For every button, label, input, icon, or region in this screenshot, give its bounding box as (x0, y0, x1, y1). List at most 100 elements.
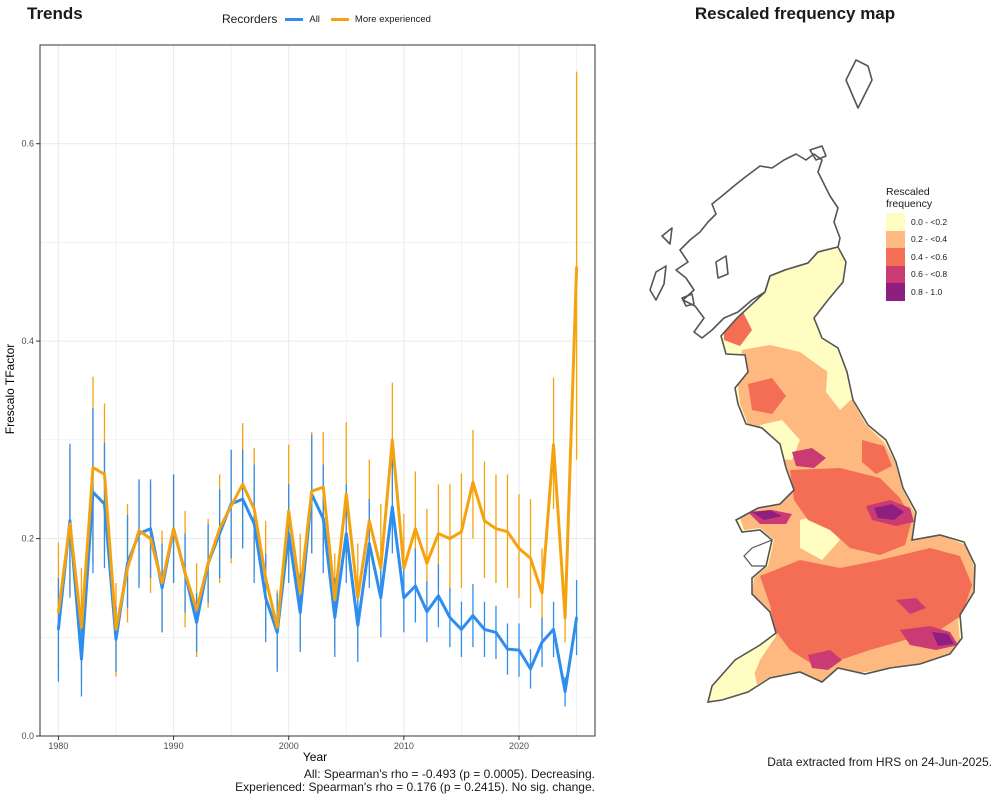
point-all (264, 596, 267, 599)
point-more-experienced (80, 626, 83, 629)
map-legend-swatch (886, 248, 905, 266)
map-legend-title-line-1: Rescaled (886, 186, 930, 198)
point-more-experienced (460, 530, 463, 533)
map-legend-rows: 0.0 - <0.2 0.2 - <0.4 0.4 - <0.6 0.6 - <0.8… (886, 213, 947, 301)
point-more-experienced (506, 530, 509, 533)
point-all (425, 610, 429, 613)
point-more-experienced (563, 616, 567, 619)
point-all (437, 594, 440, 598)
point-more-experienced (310, 489, 313, 493)
point-more-experienced (68, 522, 72, 525)
point-more-experienced (229, 504, 233, 508)
source-note: Data extracted from HRS on 24-Jun-2025. (767, 755, 992, 769)
point-more-experienced (368, 519, 371, 523)
point-more-experienced (333, 598, 336, 601)
stat-experienced: Experienced: Spearman's rho = 0.176 (p =… (235, 780, 595, 794)
point-all (506, 647, 509, 651)
point-more-experienced (552, 443, 555, 446)
frequency-map (649, 59, 976, 703)
point-all (252, 522, 256, 525)
trend-chart: 1980 1990 2000 2010 2020 0.0 0.2 0.4 0.6 Year Fr… (3, 44, 596, 764)
legend-key-more-experienced (330, 17, 349, 21)
map-legend-label: 0.0 - <0.2 (911, 216, 948, 227)
point-all (275, 631, 279, 634)
point-more-experienced (437, 532, 440, 535)
point-more-experienced (195, 608, 198, 611)
map-legend-row: 0.8 - 1.0 (886, 283, 947, 301)
map-blob-12 (792, 448, 826, 468)
point-more-experienced (183, 571, 187, 575)
point-more-experienced (149, 537, 152, 540)
panel-border (39, 44, 596, 737)
point-more-experienced (252, 507, 256, 511)
point-all (345, 532, 348, 535)
point-all (80, 657, 83, 661)
point-all (552, 628, 555, 631)
point-all (529, 667, 532, 671)
y-tick-label: 0.6 (21, 139, 34, 149)
y-tick-label: 0.2 (21, 534, 34, 544)
stat-all: All: Spearman's rho = -0.493 (p = 0.0005… (303, 767, 595, 781)
point-more-experienced (494, 527, 498, 530)
map-legend-title-line-2: frequency (886, 198, 933, 210)
map-blob-18 (874, 504, 904, 520)
x-tick-label: 1990 (164, 741, 184, 751)
point-all (563, 690, 567, 693)
point-all (391, 505, 394, 509)
x-tick-label: 2010 (394, 741, 414, 751)
point-more-experienced (356, 596, 360, 599)
point-more-experienced (137, 529, 141, 532)
point-all (322, 517, 325, 521)
point-more-experienced (91, 466, 95, 469)
point-all (448, 616, 452, 619)
x-tick-label: 2020 (509, 741, 529, 751)
point-all (575, 616, 578, 619)
point-all (379, 596, 383, 599)
map-blob-16 (808, 650, 842, 670)
point-more-experienced (126, 566, 129, 570)
point-more-experienced (218, 527, 221, 530)
point-more-experienced (172, 527, 175, 530)
x-tick-label: 1980 (48, 741, 68, 751)
point-more-experienced (575, 265, 578, 269)
point-more-experienced (57, 611, 60, 614)
ticks-layer: 1980 1990 2000 2010 2020 0.0 0.2 0.4 0.6 (21, 139, 529, 751)
point-more-experienced (103, 473, 106, 476)
legend-key-all (285, 17, 304, 21)
wales-coast (743, 539, 773, 567)
legend-title: Recorders (222, 12, 278, 26)
series-line-all (56, 490, 579, 694)
point-all (195, 621, 198, 624)
point-all (57, 628, 60, 631)
y-axis-label: Frescalo TFactor (3, 344, 17, 434)
point-all (368, 542, 371, 545)
map-blob-17 (896, 598, 926, 614)
point-all (483, 628, 486, 631)
y-tick-label: 0.4 (21, 336, 34, 346)
map-legend-label: 0.6 - <0.8 (911, 269, 948, 280)
point-more-experienced (299, 591, 302, 595)
point-more-experienced (114, 628, 118, 631)
grid-layer (40, 44, 595, 737)
point-more-experienced (345, 492, 348, 496)
point-more-experienced (160, 581, 164, 585)
x-axis-label: Year (303, 750, 327, 764)
map-legend-row: 0.2 - <0.4 (886, 230, 947, 248)
scotland-outline (649, 59, 873, 339)
point-all (68, 519, 72, 523)
x-tick-label: 2000 (279, 741, 299, 751)
point-more-experienced (275, 626, 279, 629)
map-blob-11 (862, 440, 892, 474)
point-more-experienced (391, 438, 394, 442)
map-blob-7 (820, 585, 912, 625)
series-lines-layer (56, 265, 579, 694)
point-all (414, 584, 417, 588)
map-legend-swatch (886, 283, 905, 301)
frequency-surface (708, 247, 975, 702)
point-all (517, 648, 521, 652)
point-more-experienced (483, 519, 486, 523)
map-legend-row: 0.4 - <0.6 (886, 248, 947, 266)
point-all (160, 586, 164, 590)
map-legend-row: 0.6 - <0.8 (886, 265, 948, 283)
point-all (333, 616, 336, 619)
